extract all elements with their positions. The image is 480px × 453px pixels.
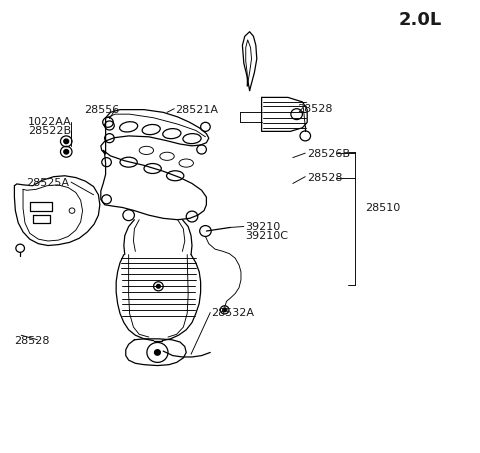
Text: 28525A: 28525A xyxy=(26,178,70,188)
Text: 28528: 28528 xyxy=(298,104,333,114)
Text: 28522B: 28522B xyxy=(28,126,71,136)
Text: 28521A: 28521A xyxy=(175,105,218,115)
Circle shape xyxy=(64,139,69,144)
Text: 28532A: 28532A xyxy=(211,308,254,318)
Text: 39210: 39210 xyxy=(245,222,280,231)
Circle shape xyxy=(64,149,69,154)
Circle shape xyxy=(155,350,160,355)
Circle shape xyxy=(156,284,160,288)
Text: 28528: 28528 xyxy=(307,173,343,183)
Text: 39210C: 39210C xyxy=(245,231,288,241)
Text: 2.0L: 2.0L xyxy=(398,11,442,29)
Text: 28526B: 28526B xyxy=(307,149,350,159)
Text: 28528: 28528 xyxy=(14,336,50,346)
Text: 1022AA: 1022AA xyxy=(28,117,72,127)
Text: 28556: 28556 xyxy=(84,105,119,115)
Text: 28510: 28510 xyxy=(365,203,400,213)
Circle shape xyxy=(223,308,227,312)
